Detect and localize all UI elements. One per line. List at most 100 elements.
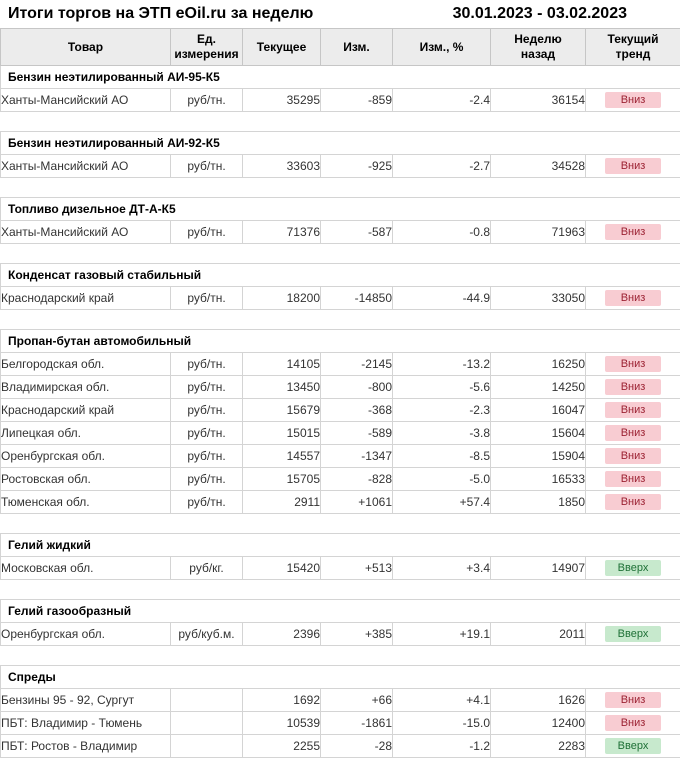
section-spacer-cell [1,310,680,330]
trend-badge: Вверх [605,626,661,642]
week-ago-cell: 36154 [491,89,586,112]
product-cell: Белгородская обл. [1,353,171,376]
table-row: Оренбургская обл.руб/куб.м.2396+385+19.1… [1,623,680,646]
current-value-cell: 2255 [243,735,321,758]
unit-cell: руб/тн. [171,89,243,112]
unit-cell [171,712,243,735]
current-value-cell: 15420 [243,557,321,580]
current-value-cell: 2396 [243,623,321,646]
unit-cell: руб/тн. [171,399,243,422]
trend-cell: Вниз [586,287,680,310]
week-ago-cell: 15904 [491,445,586,468]
week-ago-cell: 2283 [491,735,586,758]
week-ago-cell: 33050 [491,287,586,310]
trend-cell: Вниз [586,221,680,244]
week-ago-cell: 16047 [491,399,586,422]
trend-cell: Вниз [586,422,680,445]
change-cell: -800 [321,376,393,399]
section-spacer [1,514,680,534]
week-ago-cell: 14250 [491,376,586,399]
col-header-trend: Текущий тренд [586,29,680,66]
change-cell: -587 [321,221,393,244]
section-spacer-cell [1,514,680,534]
unit-cell: руб/тн. [171,468,243,491]
current-value-cell: 2911 [243,491,321,514]
table-header-row: Товар Ед. измерения Текущее Изм. Изм., %… [1,29,680,66]
section-title-row: Бензин неэтилированный АИ-95-К5 [1,66,680,89]
week-ago-cell: 12400 [491,712,586,735]
trend-badge: Вниз [605,379,661,395]
product-cell: Липецкая обл. [1,422,171,445]
trend-cell: Вниз [586,89,680,112]
report-date-range: 30.01.2023 - 03.02.2023 [453,5,627,23]
trading-results-table: Товар Ед. измерения Текущее Изм. Изм., %… [0,28,680,758]
change-percent-cell: -5.6 [393,376,491,399]
change-cell: -925 [321,155,393,178]
trend-badge: Вниз [605,402,661,418]
current-value-cell: 1692 [243,689,321,712]
section-spacer [1,580,680,600]
trend-cell: Вниз [586,399,680,422]
col-header-current: Текущее [243,29,321,66]
change-cell: -1861 [321,712,393,735]
trend-badge: Вниз [605,471,661,487]
section-spacer [1,112,680,132]
change-percent-cell: +57.4 [393,491,491,514]
change-percent-cell: +19.1 [393,623,491,646]
product-cell: Ханты-Мансийский АО [1,155,171,178]
change-cell: +66 [321,689,393,712]
trend-badge: Вниз [605,290,661,306]
trend-cell: Вверх [586,623,680,646]
unit-cell: руб/тн. [171,445,243,468]
unit-cell: руб/тн. [171,287,243,310]
col-header-unit: Ед. измерения [171,29,243,66]
unit-cell: руб/тн. [171,221,243,244]
change-cell: -2145 [321,353,393,376]
section-title: Бензин неэтилированный АИ-95-К5 [1,66,680,89]
unit-cell: руб/кг. [171,557,243,580]
unit-cell: руб/тн. [171,155,243,178]
change-cell: +385 [321,623,393,646]
current-value-cell: 71376 [243,221,321,244]
current-value-cell: 35295 [243,89,321,112]
trend-badge: Вниз [605,448,661,464]
change-percent-cell: -2.3 [393,399,491,422]
change-percent-cell: -2.7 [393,155,491,178]
section-title: Спреды [1,666,680,689]
change-cell: -828 [321,468,393,491]
trend-badge: Вниз [605,425,661,441]
section-title: Топливо дизельное ДТ-А-К5 [1,198,680,221]
change-percent-cell: -2.4 [393,89,491,112]
section-spacer [1,646,680,666]
change-percent-cell: -3.8 [393,422,491,445]
change-cell: -859 [321,89,393,112]
section-spacer [1,310,680,330]
section-title: Гелий жидкий [1,534,680,557]
section-title: Гелий газообразный [1,600,680,623]
week-ago-cell: 34528 [491,155,586,178]
product-cell: Краснодарский край [1,399,171,422]
unit-cell: руб/тн. [171,491,243,514]
unit-cell: руб/тн. [171,353,243,376]
change-cell: -28 [321,735,393,758]
trend-cell: Вниз [586,712,680,735]
week-ago-cell: 16533 [491,468,586,491]
change-percent-cell: -0.8 [393,221,491,244]
section-spacer [1,178,680,198]
change-cell: -589 [321,422,393,445]
report-header: Итоги торгов на ЭТП eOil.ru за неделю 30… [0,0,680,28]
current-value-cell: 14557 [243,445,321,468]
current-value-cell: 15705 [243,468,321,491]
trend-cell: Вниз [586,445,680,468]
section-title-row: Бензин неэтилированный АИ-92-К5 [1,132,680,155]
change-cell: -14850 [321,287,393,310]
product-cell: Бензины 95 - 92, Сургут [1,689,171,712]
report-title: Итоги торгов на ЭТП eOil.ru за неделю [8,5,313,23]
